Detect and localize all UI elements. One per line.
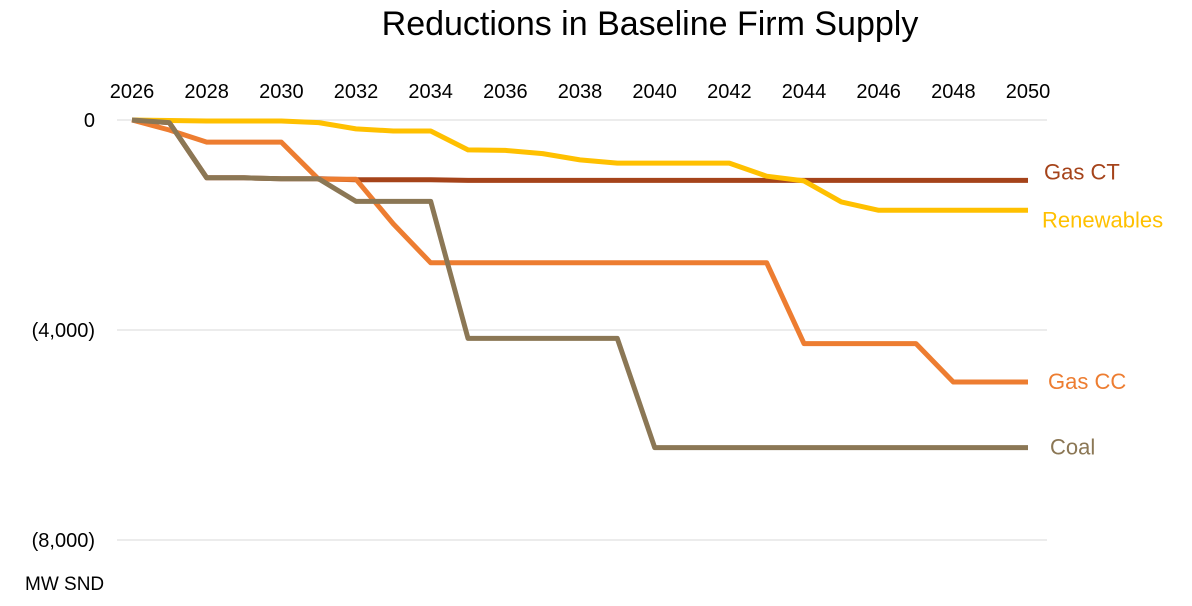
series-label-coal: Coal xyxy=(1050,435,1095,460)
x-axis-tick-labels: 2026 2028 2030 2032 2034 2036 2038 2040 2042 2044… xyxy=(110,81,1051,103)
series-line-gas-cc xyxy=(131,117,1028,385)
x-tick-label: 2046 xyxy=(856,81,901,103)
x-tick-label: 2042 xyxy=(707,81,752,103)
series-label-gas-ct: Gas CT xyxy=(1044,159,1120,184)
series-line-renewables xyxy=(131,117,1028,213)
y-tick-label: 0 xyxy=(84,110,95,132)
series-lines xyxy=(131,117,1028,451)
chart-title: Reductions in Baseline Firm Supply xyxy=(382,5,919,43)
gridlines xyxy=(117,119,1047,541)
y-tick-label: (8,000) xyxy=(32,530,95,552)
x-tick-label: 2050 xyxy=(1006,81,1051,103)
x-tick-label: 2032 xyxy=(334,81,379,103)
series-labels: Gas CT Renewables Gas CC Coal xyxy=(1042,159,1163,459)
x-tick-label: 2034 xyxy=(408,81,453,103)
x-tick-label: 2048 xyxy=(931,81,976,103)
x-tick-label: 2036 xyxy=(483,81,528,103)
y-axis-tick-labels: 0 (4,000) (8,000) xyxy=(32,110,95,552)
x-tick-label: 2030 xyxy=(259,81,304,103)
x-tick-label: 2044 xyxy=(782,81,827,103)
y-tick-label: (4,000) xyxy=(32,320,95,342)
series-line-gas-ct xyxy=(131,117,1028,183)
x-tick-label: 2038 xyxy=(558,81,603,103)
y-axis-unit-label: MW SND xyxy=(25,574,104,595)
x-tick-label: 2028 xyxy=(184,81,229,103)
series-line-coal xyxy=(131,117,1028,451)
x-tick-label: 2040 xyxy=(632,81,677,103)
series-label-gas-cc: Gas CC xyxy=(1048,369,1126,394)
series-label-renewables: Renewables xyxy=(1042,207,1163,232)
x-tick-label: 2026 xyxy=(110,81,155,103)
